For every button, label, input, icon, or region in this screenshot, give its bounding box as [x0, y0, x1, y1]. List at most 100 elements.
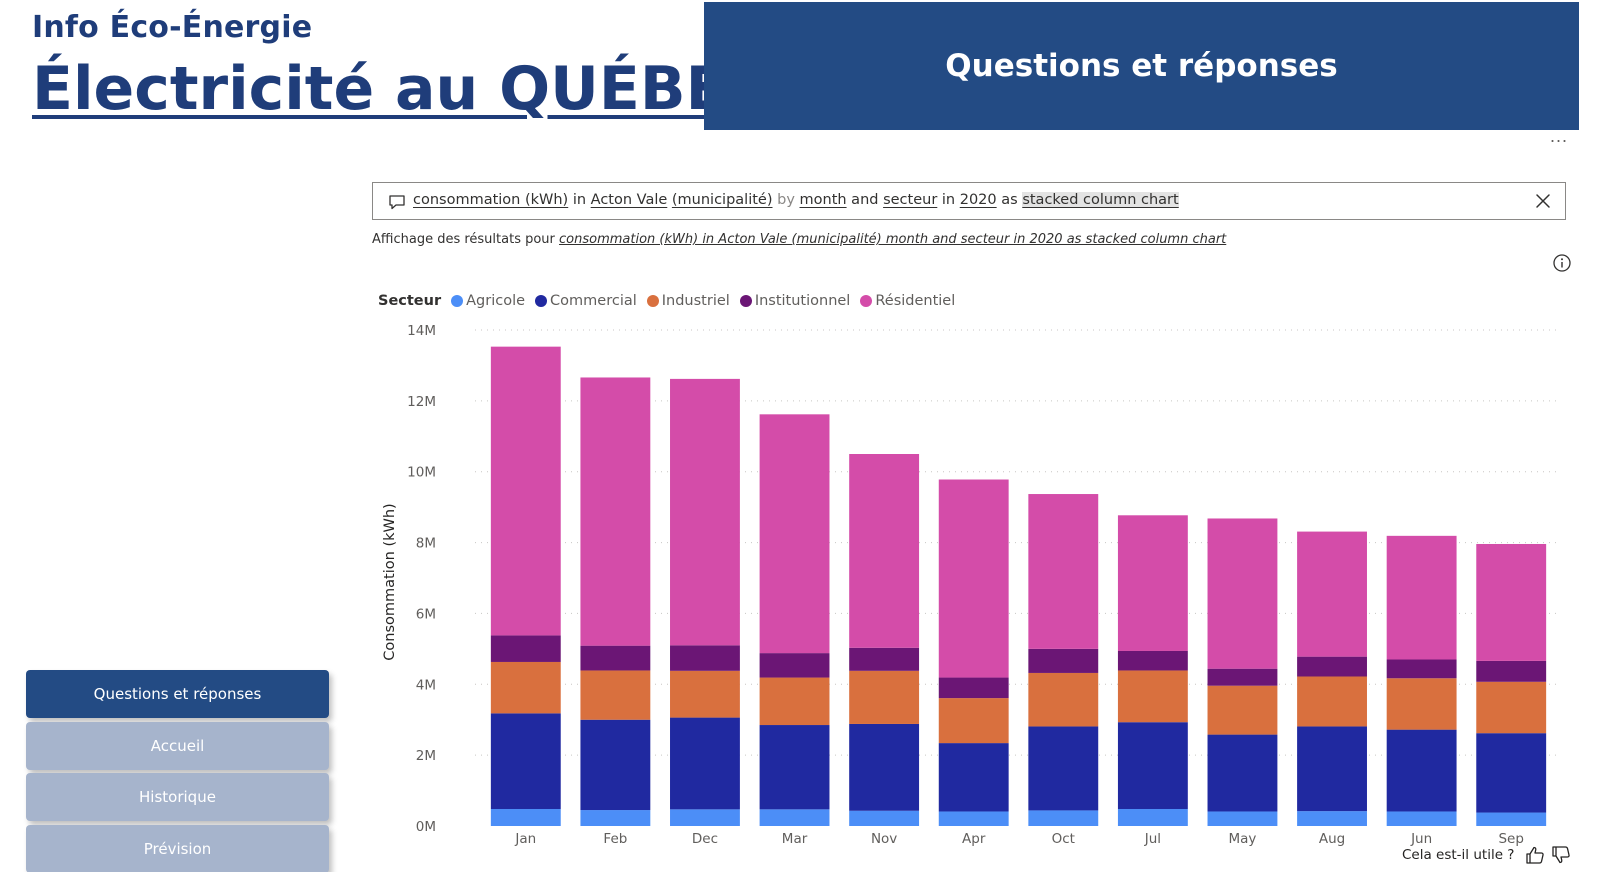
bar-segment[interactable] — [670, 670, 740, 718]
bar-segment[interactable] — [1207, 668, 1278, 686]
bar-segment[interactable] — [1297, 726, 1367, 812]
column-stack[interactable] — [938, 479, 1009, 826]
y-tick-label: 10M — [407, 465, 436, 481]
bar-segment[interactable] — [670, 717, 740, 810]
bar-segment[interactable] — [490, 346, 561, 636]
nav-button[interactable]: Prévision — [26, 825, 329, 872]
qa-token[interactable]: 2020 — [959, 192, 997, 208]
bar-segment[interactable] — [1386, 535, 1457, 660]
bar-segment[interactable] — [759, 677, 830, 726]
bar-segment[interactable] — [1476, 681, 1547, 734]
results-query-link[interactable]: consommation (kWh) in Acton Vale (munici… — [559, 232, 1227, 247]
bar-segment[interactable] — [490, 661, 561, 714]
more-options-icon[interactable]: ... — [1550, 126, 1569, 146]
column-stack[interactable] — [759, 414, 830, 826]
bar-segment[interactable] — [938, 677, 1009, 699]
bar-segment[interactable] — [1297, 531, 1367, 657]
column-stack[interactable] — [580, 377, 651, 826]
close-icon[interactable] — [1533, 191, 1553, 211]
column-stack[interactable] — [849, 454, 920, 826]
info-icon[interactable] — [1552, 253, 1572, 273]
bar-segment[interactable] — [1028, 726, 1099, 811]
qa-token[interactable]: secteur — [883, 192, 938, 208]
bar-segment[interactable] — [1028, 810, 1099, 826]
bar-segment[interactable] — [1476, 812, 1547, 826]
bar-segment[interactable] — [938, 479, 1009, 678]
column-stack[interactable] — [1117, 515, 1188, 826]
qa-input-box[interactable]: consommation (kWh) in Acton Vale (munici… — [372, 182, 1566, 220]
bar-segment[interactable] — [1117, 670, 1188, 723]
bar-segment[interactable] — [1207, 518, 1278, 669]
bar-segment[interactable] — [1117, 808, 1188, 826]
bar-segment[interactable] — [1386, 678, 1457, 730]
qa-token[interactable]: by — [772, 192, 800, 208]
qa-token[interactable]: consommation (kWh) — [413, 192, 569, 208]
bar-segment[interactable] — [1117, 515, 1188, 651]
bar-segment[interactable] — [1028, 648, 1099, 673]
bar-segment[interactable] — [1117, 650, 1188, 671]
bar-segment[interactable] — [849, 723, 920, 811]
bar-segment[interactable] — [1207, 734, 1278, 812]
bar-segment[interactable] — [490, 713, 561, 809]
bar-segment[interactable] — [670, 645, 740, 671]
qa-token[interactable]: month — [799, 192, 847, 208]
column-stack[interactable] — [490, 346, 561, 826]
bar-segment[interactable] — [580, 810, 651, 826]
column-stack[interactable] — [1297, 531, 1367, 826]
bar-segment[interactable] — [1297, 676, 1367, 727]
bar-segment[interactable] — [938, 811, 1009, 826]
bar-segment[interactable] — [670, 809, 740, 826]
bar-segment[interactable] — [938, 698, 1009, 744]
bar-segment[interactable] — [1297, 656, 1367, 677]
bar-segment[interactable] — [580, 719, 651, 811]
bar-segment[interactable] — [1476, 733, 1547, 813]
legend-item[interactable]: Institutionnel — [739, 293, 850, 309]
bar-segment[interactable] — [490, 635, 561, 662]
bar-segment[interactable] — [1297, 811, 1367, 826]
bar-segment[interactable] — [580, 670, 651, 720]
bar-segment[interactable] — [759, 414, 830, 654]
bar-segment[interactable] — [580, 645, 651, 671]
bar-segment[interactable] — [849, 670, 920, 724]
bar-segment[interactable] — [1207, 685, 1278, 735]
thumbs-down-icon[interactable] — [1550, 844, 1572, 866]
bar-segment[interactable] — [849, 810, 920, 826]
thumbs-up-icon[interactable] — [1524, 844, 1546, 866]
x-tick-label: Jul — [1144, 831, 1161, 847]
bar-segment[interactable] — [759, 653, 830, 678]
bar-segment[interactable] — [1028, 672, 1099, 727]
column-stack[interactable] — [1476, 543, 1547, 826]
column-stack[interactable] — [1028, 494, 1099, 826]
bar-segment[interactable] — [849, 647, 920, 671]
bar-segment[interactable] — [1028, 494, 1099, 649]
legend-item[interactable]: Agricole — [451, 293, 525, 309]
nav-button[interactable]: Questions et réponses — [26, 670, 329, 718]
bar-segment[interactable] — [1386, 811, 1457, 826]
bar-segment[interactable] — [1476, 660, 1547, 682]
bar-segment[interactable] — [759, 809, 830, 826]
bar-segment[interactable] — [1117, 722, 1188, 809]
legend-item[interactable]: Commercial — [535, 293, 637, 309]
x-tick-label: Aug — [1319, 831, 1345, 847]
bar-segment[interactable] — [1207, 811, 1278, 826]
bar-segment[interactable] — [759, 725, 830, 810]
qa-token[interactable]: (municipalité) — [671, 192, 773, 208]
legend-item[interactable]: Industriel — [646, 293, 730, 309]
bar-segment[interactable] — [490, 808, 561, 826]
bar-segment[interactable] — [580, 377, 651, 646]
nav-button[interactable]: Historique — [26, 773, 329, 821]
column-stack[interactable] — [1207, 518, 1278, 826]
qa-token[interactable]: stacked column chart — [1022, 192, 1179, 208]
nav-button[interactable]: Accueil — [26, 722, 329, 770]
bar-segment[interactable] — [849, 454, 920, 648]
column-stack[interactable] — [1386, 535, 1457, 826]
bar-segment[interactable] — [938, 743, 1009, 812]
bar-segment[interactable] — [1386, 729, 1457, 812]
bar-segment[interactable] — [1386, 659, 1457, 679]
qa-token[interactable]: Acton Vale — [590, 192, 668, 208]
bar-segment[interactable] — [1476, 543, 1547, 661]
legend-item[interactable]: Résidentiel — [860, 293, 955, 309]
column-stack[interactable] — [670, 378, 740, 826]
bar-segment[interactable] — [670, 378, 740, 646]
qa-query-text[interactable]: consommation (kWh) in Acton Vale (munici… — [413, 192, 1179, 208]
